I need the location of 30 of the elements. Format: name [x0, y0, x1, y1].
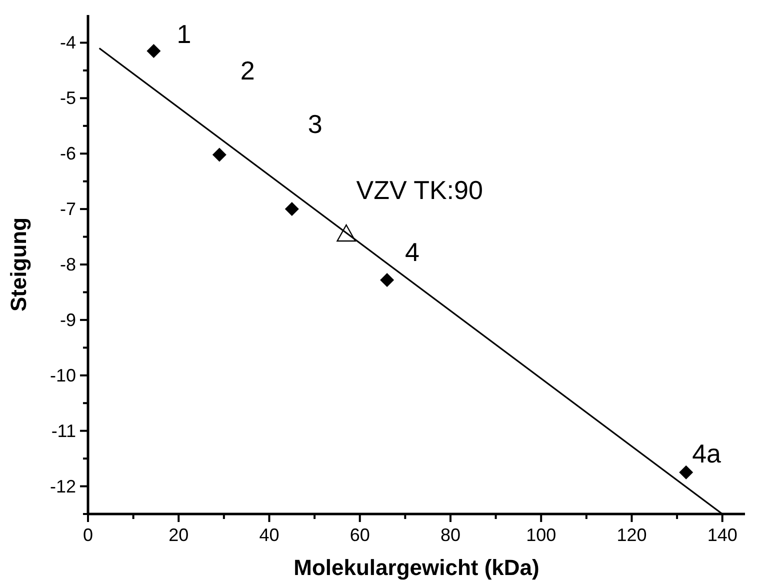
point	[284, 202, 299, 216]
y-tick-label: -7	[60, 199, 76, 220]
x-tick-label: 40	[259, 525, 280, 545]
annotation: 4a	[692, 438, 722, 468]
x-axis-title: Molekulargewicht (kDa)	[294, 555, 540, 580]
x-tick-label: 100	[526, 525, 556, 545]
y-tick-label: -8	[60, 254, 76, 274]
y-tick-label: -12	[50, 476, 76, 496]
point	[380, 273, 394, 288]
y-tick-label: -5	[60, 88, 76, 108]
point	[146, 44, 161, 58]
y-tick-label: -9	[60, 310, 76, 330]
point	[679, 465, 694, 480]
point	[212, 148, 226, 162]
y-tick-label: -10	[50, 365, 76, 386]
y-axis-title: Steigung	[6, 217, 31, 312]
x-tick-label: 120	[616, 525, 647, 545]
x-tick-label: 0	[82, 525, 94, 545]
y-tick-label: -4	[60, 32, 76, 53]
annotation: 4	[405, 237, 420, 268]
x-tick-label: 80	[440, 525, 460, 545]
x-tick-label: 20	[168, 525, 189, 545]
annotation: 3	[308, 109, 322, 140]
x-tick-label: 60	[350, 525, 370, 545]
annotation: VZV TK:90	[356, 175, 483, 206]
y-tick-label: -6	[60, 144, 76, 164]
annotation: 1	[176, 19, 192, 50]
x-tick-label: 140	[707, 525, 738, 545]
annotation: 2	[240, 56, 255, 86]
y-tick-label: -11	[51, 420, 76, 441]
